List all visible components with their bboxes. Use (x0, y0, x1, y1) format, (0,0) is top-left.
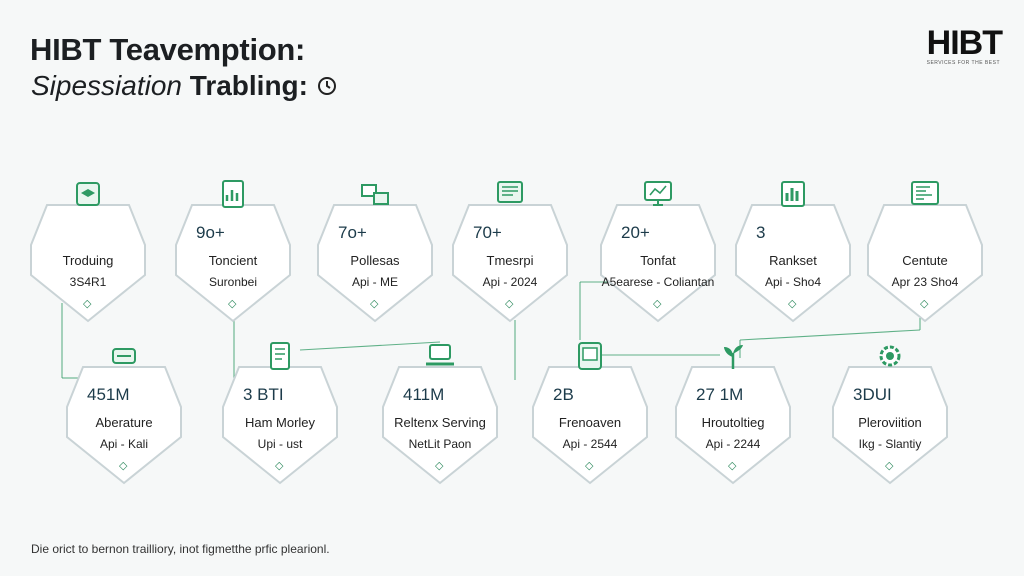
tag-icon (107, 339, 141, 378)
page-subtitle: Sipessiation Trabling: (31, 70, 338, 102)
clock-icon (317, 77, 336, 95)
node-value: 70+ (473, 223, 502, 242)
node-name: Centute (902, 253, 948, 268)
node-subtitle: Ikg - Slantiy (858, 437, 922, 451)
node-diamond-icon: ◇ (728, 460, 737, 472)
node-subtitle: Suronbei (208, 275, 258, 289)
node-shape (175, 204, 291, 323)
node-bottom-0: 451M Aberature Api - Kali ◇ (65, 348, 183, 485)
node-subtitle: Api - Sho4 (764, 275, 822, 289)
node-shape (382, 366, 498, 485)
node-top-3: 70+ Tmesrpi Api - 2024 ◇ (451, 181, 569, 323)
node-shape (735, 204, 851, 323)
node-shape (532, 366, 648, 485)
node-value: 27 1M (696, 385, 744, 404)
node-subtitle: NetLit Paon (408, 437, 472, 451)
node-subtitle: Api - Kali (99, 437, 149, 451)
node-name: Troduing (62, 253, 114, 268)
node-diamond-icon: ◇ (885, 460, 894, 472)
node-subtitle: Api - 2244 (705, 437, 761, 451)
node-value: 451M (87, 385, 130, 404)
brand-tagline: SERVICES FOR THE BEST (926, 60, 1000, 66)
node-top-6: Centute Apr 23 Sho4 ◇ (866, 181, 984, 323)
node-subtitle: Api - 2024 (482, 275, 538, 289)
node-subtitle: Apr 23 Sho4 (891, 275, 959, 289)
node-shape (317, 204, 433, 323)
connector-line (739, 329, 921, 341)
page-title: HIBT Teavemption: (30, 32, 306, 67)
node-diamond-icon: ◇ (920, 298, 929, 310)
node-subtitle: A5earese - Coliantan (601, 275, 715, 289)
node-top-0: Troduing 3S4R1 ◇ (29, 182, 147, 323)
boxes-icon (358, 177, 392, 216)
node-name: Pleroviition (858, 415, 922, 430)
node-top-4: 20+ Tonfat A5earese - Coliantan ◇ (599, 181, 717, 323)
node-shape (66, 366, 182, 485)
node-value: 3 (756, 223, 766, 242)
node-name: Frenoaven (558, 415, 622, 430)
node-diamond-icon: ◇ (585, 460, 594, 472)
node-diamond-icon: ◇ (435, 460, 444, 472)
node-value: 3 BTI (243, 385, 284, 404)
node-top-2: 7o+ Pollesas Api - ME ◇ (316, 184, 434, 323)
chart-doc-icon (216, 177, 250, 216)
node-subtitle: 3S4R1 (69, 275, 107, 289)
node-top-1: 9o+ Toncient Suronbei ◇ (174, 180, 292, 323)
monitor-icon (493, 177, 527, 216)
subtitle-italic: Sipessiation (31, 70, 182, 101)
node-name: Ham Morley (244, 415, 316, 430)
connector-line (299, 341, 441, 351)
node-value: 411M (403, 385, 445, 404)
node-value: 7o+ (338, 223, 367, 242)
node-subtitle: Api - 2544 (562, 437, 618, 451)
node-name: Pollesas (350, 253, 400, 268)
node-name: Aberature (95, 415, 153, 430)
node-value: 3DUI (853, 385, 892, 404)
node-shape (30, 204, 146, 323)
laptop-icon (423, 339, 457, 378)
screen-icon (641, 177, 675, 216)
footer-note: Die orict to bernon trailliory, inot fig… (31, 542, 330, 556)
node-shape (222, 366, 338, 485)
node-subtitle: Api - ME (351, 275, 398, 289)
node-shape (452, 204, 568, 323)
brand-logo: HIBT (926, 24, 1003, 62)
node-value: 20+ (621, 223, 650, 242)
node-bottom-5: 3DUI Pleroviition Ikg - Slantiy ◇ (831, 345, 949, 485)
node-diamond-icon: ◇ (788, 298, 797, 310)
node-name: Tmesrpi (486, 253, 534, 268)
node-diamond-icon: ◇ (228, 298, 237, 310)
node-shape (675, 366, 791, 485)
node-name: Tonfat (640, 253, 676, 268)
node-bottom-3: 2B Frenoaven Api - 2544 ◇ (531, 342, 649, 485)
document-icon (263, 339, 297, 378)
node-shape (867, 204, 983, 323)
node-bottom-4: 27 1M Hroutoltieg Api - 2244 ◇ (674, 345, 792, 485)
node-value: 2B (553, 385, 574, 404)
cube-icon (71, 177, 105, 216)
node-shape (600, 204, 716, 323)
plant-icon (716, 339, 750, 378)
node-top-5: 3 Rankset Api - Sho4 ◇ (734, 181, 852, 323)
node-value: 9o+ (196, 223, 225, 242)
node-bottom-2: 411M Reltenx Serving NetLit Paon ◇ (381, 344, 499, 485)
node-diamond-icon: ◇ (83, 298, 92, 310)
dashboard-icon (908, 177, 942, 216)
server-icon (573, 339, 607, 378)
node-diamond-icon: ◇ (653, 298, 662, 310)
node-name: Toncient (208, 253, 258, 268)
gear-icon (873, 339, 907, 378)
node-bottom-1: 3 BTI Ham Morley Upi - ust ◇ (221, 342, 339, 485)
node-diamond-icon: ◇ (275, 460, 284, 472)
node-name: Rankset (769, 253, 817, 268)
bar-chart-icon (776, 177, 810, 216)
subtitle-bold: Trabling: (189, 70, 308, 101)
node-name: Hroutoltieg (701, 415, 765, 430)
node-shape (832, 366, 948, 485)
node-name: Reltenx Serving (394, 415, 486, 430)
node-diamond-icon: ◇ (370, 298, 379, 310)
node-diamond-icon: ◇ (505, 298, 514, 310)
node-diamond-icon: ◇ (119, 460, 128, 472)
node-subtitle: Upi - ust (257, 437, 303, 451)
